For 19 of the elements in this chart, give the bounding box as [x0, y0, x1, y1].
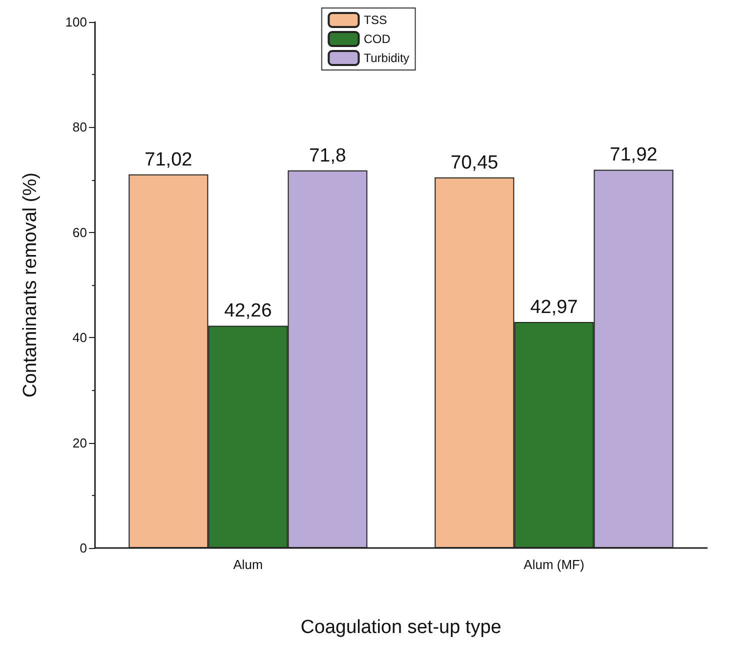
data-label: 42,97: [530, 296, 578, 318]
y-tick-label: 40: [72, 330, 87, 346]
y-tick-label: 0: [80, 540, 87, 556]
y-tick-label: 80: [72, 120, 87, 135]
y-axis-title: Contaminants removal (%): [20, 172, 41, 398]
y-tick-label: 20: [72, 435, 87, 450]
data-label: 71,92: [610, 144, 658, 166]
x-axis-title: Coagulation set-up type: [300, 617, 502, 638]
x-tick-label: Alum (MF): [524, 557, 584, 572]
data-label: 70,45: [450, 152, 498, 174]
data-label: 71,8: [309, 145, 346, 166]
data-label: 42,26: [224, 300, 272, 322]
x-tick-label: Alum: [233, 557, 263, 572]
legend-label: TSS: [364, 13, 388, 27]
data-label: 71,02: [144, 149, 192, 170]
legend-label: Turbidity: [364, 51, 410, 65]
y-tick-label: 60: [72, 224, 87, 240]
legend-label: COD: [364, 32, 391, 46]
y-tick-label: 100: [65, 14, 87, 30]
